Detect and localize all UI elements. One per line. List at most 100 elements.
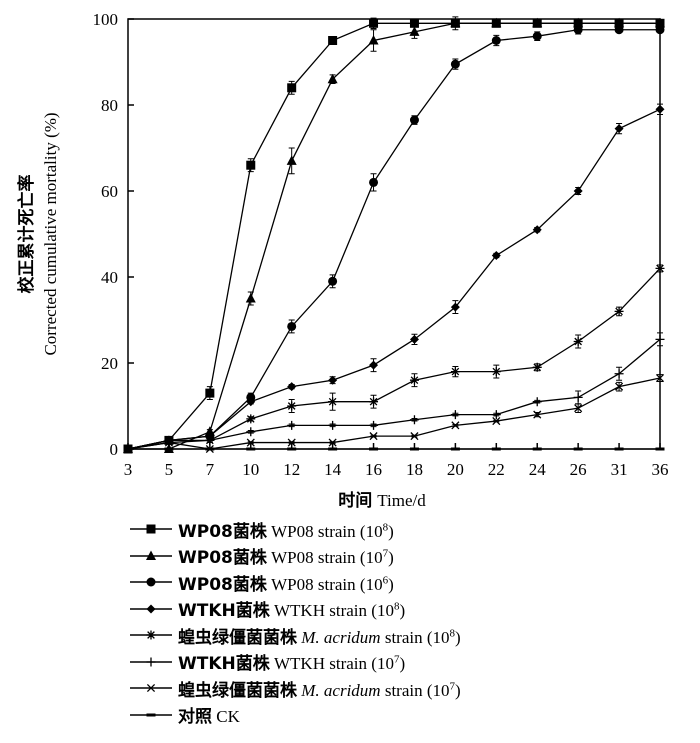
data-point: [287, 420, 297, 430]
legend-conc-base: 10: [432, 627, 450, 647]
data-point: [573, 337, 583, 346]
legend-label-cn: 蝗虫绿僵菌菌株: [178, 680, 297, 701]
x-tick-label: 14: [324, 460, 342, 479]
data-point: [123, 444, 133, 454]
data-point: [532, 447, 542, 451]
data-point: [655, 373, 665, 383]
x-tick-label: 7: [206, 460, 215, 479]
data-point: [205, 388, 215, 398]
data-point: [369, 177, 379, 187]
data-point: [655, 18, 665, 28]
data-point: [163, 443, 174, 453]
data-point: [328, 438, 337, 447]
legend-marker: [146, 524, 156, 534]
legend-conc-base: 10: [376, 601, 394, 621]
data-point: [287, 83, 297, 93]
data-point: [246, 160, 256, 170]
legend-conc-base: 10: [365, 548, 383, 568]
legend-conc-exp: 8: [382, 521, 389, 534]
data-point: [328, 375, 338, 385]
legend-item: WTKH菌株 WTKH strain (108): [128, 596, 688, 623]
legend-label-en: M. acridum: [301, 627, 381, 647]
data-point: [204, 426, 215, 436]
data-point: [205, 444, 214, 454]
ticks: 0 20 40 60 80 100 3 5 7 10 12 14 16 18 20 22 24 26 31 36: [93, 10, 669, 479]
x-axis-title-en: Time/d: [377, 491, 426, 510]
legend-label-en: WTKH strain: [274, 601, 368, 621]
series-line: [127, 29, 660, 450]
plot-frame: [127, 18, 661, 450]
legend-label-cn: WP08菌株: [178, 521, 267, 542]
data-point: [532, 397, 542, 407]
data-point: [614, 447, 624, 451]
y-axis-title-en: Corrected cumulative mortality (%): [41, 112, 60, 355]
data-point: [655, 447, 665, 451]
legend-conc-base: 10: [365, 574, 383, 594]
data-point: [491, 251, 501, 260]
legend-item: WP08菌株 WP08 strain (106): [128, 569, 688, 596]
legend-marker: [146, 684, 156, 693]
data-point: [573, 447, 583, 451]
data-point: [491, 447, 501, 451]
data-point: [409, 334, 419, 344]
legend-item: 蝗虫绿僵菌菌株 M. acridum strain (108): [128, 622, 688, 649]
data-point: [368, 35, 379, 45]
data-point: [450, 302, 460, 312]
legend-label-cn: 对照: [178, 707, 212, 728]
series-1: [123, 17, 665, 453]
data-point: [369, 432, 378, 441]
data-point: [409, 375, 419, 385]
x-tick-label: 16: [365, 460, 382, 479]
data-point: [533, 410, 542, 419]
axes: [127, 18, 661, 450]
data-point: [573, 392, 583, 402]
legend-marker: [146, 550, 156, 560]
legend-label: WP08菌株 WP08 strain (106): [178, 574, 394, 595]
data-point: [369, 18, 379, 28]
y-tick-label: 80: [101, 96, 118, 115]
legend-conc-base: 10: [432, 680, 450, 700]
data-point: [491, 410, 501, 420]
series-line: [127, 377, 661, 450]
data-point: [615, 382, 624, 391]
legend-label-en: WTKH strain: [274, 654, 368, 674]
data-point: [409, 115, 419, 125]
legend-conc-exp: 7: [382, 547, 389, 560]
data-point: [287, 382, 297, 392]
data-point: [450, 367, 460, 377]
x-tick-label: 12: [283, 460, 300, 479]
data-point: [532, 31, 542, 41]
data-point: [655, 263, 665, 273]
legend-label: WP08菌株 WP08 strain (107): [178, 547, 394, 569]
data-point: [450, 410, 460, 420]
series-2: [123, 24, 665, 454]
data-point: [328, 36, 338, 45]
x-tick-label: 24: [529, 460, 547, 479]
series-5: [123, 332, 665, 454]
x-tick-label: 36: [652, 460, 669, 479]
data-point: [532, 18, 542, 28]
data-point: [328, 276, 338, 286]
legend-symbol: [130, 604, 172, 614]
legend-label-cn: 蝗虫绿僵菌菌株: [178, 627, 297, 648]
y-tick-label: 60: [101, 182, 118, 201]
data-point: [246, 438, 255, 447]
legend-conc-exp: 8: [449, 627, 456, 640]
legend-conc-base: 10: [376, 654, 394, 674]
legend-symbol: [130, 550, 172, 560]
data-point: [409, 447, 419, 451]
series-line: [127, 267, 661, 450]
legend-conc-exp: 6: [382, 574, 389, 587]
x-tick-label: 26: [570, 460, 587, 479]
data-point: [492, 416, 501, 426]
data-point: [614, 18, 624, 28]
y-tick-label: 40: [101, 268, 118, 287]
data-point: [328, 397, 338, 407]
data-point: [327, 73, 338, 84]
data-point: [287, 438, 296, 447]
legend-marker: [146, 630, 156, 640]
legend-marker: [146, 657, 156, 667]
data-point: [328, 447, 338, 451]
legend-label-en: WP08 strain: [271, 521, 356, 541]
data-point: [246, 414, 256, 424]
